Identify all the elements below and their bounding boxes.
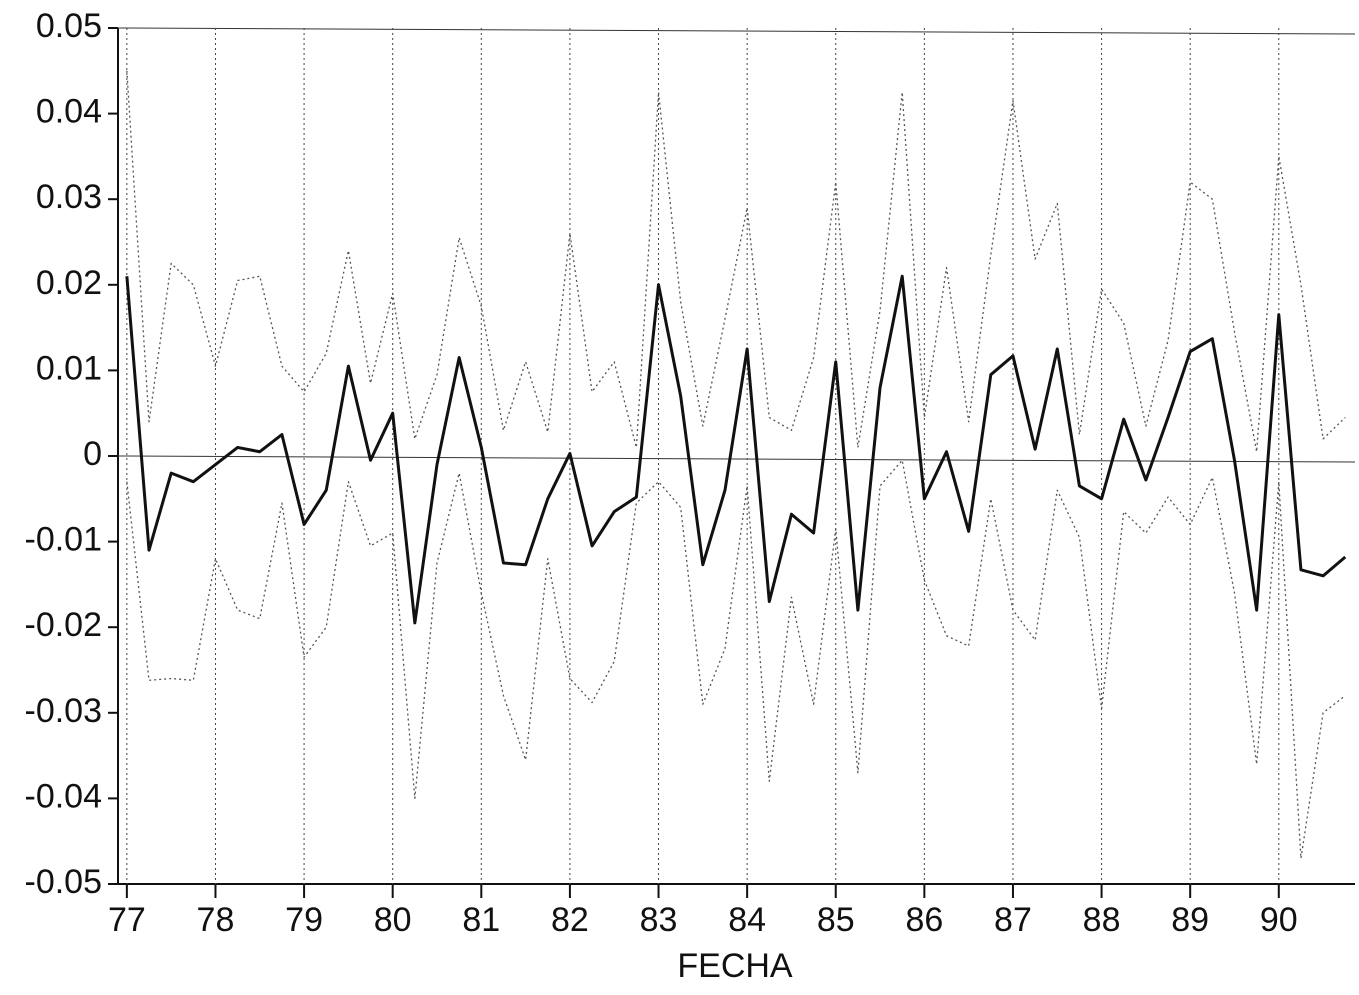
x-tick-label: 82 (551, 901, 589, 939)
x-tick-label: 81 (462, 901, 500, 939)
series-line (126, 459, 1346, 859)
x-tick-label: 88 (1083, 901, 1121, 939)
x-tick-label: 79 (285, 901, 323, 939)
zero-line (117, 455, 1356, 463)
x-axis-label: FECHA (677, 947, 793, 985)
x-tick-label: 87 (994, 901, 1032, 939)
y-tick-label: -0.03 (25, 692, 103, 730)
y-tick-label: 0.02 (36, 264, 102, 302)
top-border (117, 27, 1356, 35)
x-tick-label: 84 (728, 901, 766, 939)
y-tick-label: -0.04 (25, 777, 103, 815)
x-tick-label: 89 (1171, 901, 1209, 939)
x-tick-label: 86 (905, 901, 943, 939)
x-tick-label: 90 (1260, 901, 1298, 939)
y-tick-label: 0.01 (36, 349, 102, 387)
x-tick-label: 85 (817, 901, 855, 939)
y-tick-label: -0.02 (25, 606, 103, 644)
series-line (125, 274, 1347, 625)
x-tick-label: 83 (640, 901, 678, 939)
y-tick-label: -0.05 (25, 863, 103, 901)
x-tick-label: 77 (108, 901, 146, 939)
series-line (126, 70, 1346, 453)
y-tick-label: 0 (83, 435, 102, 473)
y-tick-label: 0.03 (36, 178, 102, 216)
y-tick-label: 0.05 (36, 7, 102, 45)
y-tick-label: 0.04 (36, 93, 102, 131)
x-tick-label: 78 (197, 901, 235, 939)
y-tick-label: -0.01 (25, 521, 103, 559)
x-tick-label: 80 (374, 901, 412, 939)
